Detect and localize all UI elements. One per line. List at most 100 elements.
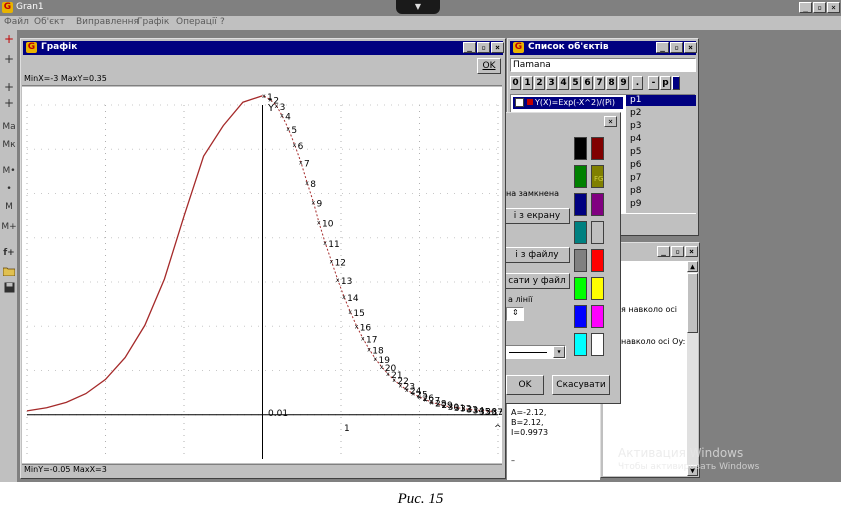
num-button-extra[interactable]: [672, 76, 680, 90]
graph-maximize-button[interactable]: ▫: [477, 42, 490, 53]
tool-m-plus[interactable]: M+: [1, 222, 17, 232]
point-item-1[interactable]: p1: [630, 95, 642, 105]
from-screen-button[interactable]: і з екрану: [504, 208, 570, 224]
tool-dots[interactable]: •: [6, 184, 12, 194]
app-minimize-button[interactable]: _: [799, 2, 812, 13]
from-file-button[interactable]: і з файлу: [504, 247, 570, 263]
tool-add-point-red[interactable]: +: [3, 32, 15, 46]
num-button-0[interactable]: 0: [510, 76, 521, 90]
graph-minimize-button[interactable]: _: [463, 42, 476, 53]
point-label: 18: [372, 346, 384, 356]
point-item-2[interactable]: p2: [630, 108, 642, 118]
point-item-8[interactable]: p8: [630, 186, 642, 196]
object-color-icon: [527, 99, 533, 105]
spinner-arrows-icon: ⇕: [512, 308, 519, 317]
num-button-p[interactable]: p: [660, 76, 671, 90]
tool-mk[interactable]: Mк: [2, 140, 16, 150]
menu-edit[interactable]: Виправлення: [76, 17, 139, 27]
color-swatch[interactable]: [574, 165, 587, 188]
color-swatch[interactable]: [574, 221, 587, 244]
tool-add-point[interactable]: +: [3, 52, 15, 66]
point-highlight: [626, 95, 696, 106]
menu-operations[interactable]: Операції: [176, 17, 217, 27]
point-item-7[interactable]: p7: [630, 173, 642, 183]
color-swatch[interactable]: [574, 277, 587, 300]
save-to-file-button[interactable]: сати у файл: [504, 273, 570, 289]
color-swatch[interactable]: [574, 193, 587, 216]
style-ok-button[interactable]: OK: [506, 375, 544, 395]
tool-function-add[interactable]: f+: [3, 248, 15, 258]
tool-m-dot[interactable]: M•: [2, 166, 16, 176]
num-button-7[interactable]: 7: [594, 76, 605, 90]
num-button-minus[interactable]: -: [648, 76, 659, 90]
data-point: x: [286, 126, 290, 133]
point-item-5[interactable]: p5: [630, 147, 642, 157]
result-maximize-button[interactable]: ▫: [671, 246, 684, 257]
app-maximize-button[interactable]: ▫: [813, 2, 826, 13]
top-tab-handle[interactable]: ▼: [396, 0, 440, 14]
folder-icon[interactable]: [0, 266, 18, 279]
object-checkbox[interactable]: [515, 98, 524, 107]
point-item-3[interactable]: p3: [630, 121, 642, 131]
color-swatch[interactable]: [591, 137, 604, 160]
point-label: 9: [317, 199, 323, 209]
app-close-button[interactable]: ×: [827, 2, 840, 13]
color-swatch[interactable]: [591, 333, 604, 356]
num-button-8[interactable]: 8: [606, 76, 617, 90]
data-point: x: [293, 142, 297, 149]
num-button-3[interactable]: 3: [546, 76, 557, 90]
objects-close-button[interactable]: ×: [684, 42, 697, 53]
tool-ma[interactable]: Ma: [2, 122, 16, 132]
num-button-1[interactable]: 1: [522, 76, 533, 90]
result-close-button[interactable]: ×: [685, 246, 698, 257]
num-button-9[interactable]: 9: [618, 76, 629, 90]
objects-minimize-button[interactable]: _: [656, 42, 669, 53]
line-width-spinner[interactable]: ⇕: [506, 307, 524, 321]
object-list-item[interactable]: Y(X)=Exp(-X^2)/(Pi): [513, 97, 623, 109]
color-swatch[interactable]: [591, 193, 604, 216]
num-button-6[interactable]: 6: [582, 76, 593, 90]
objects-maximize-button[interactable]: ▫: [670, 42, 683, 53]
color-swatch[interactable]: [574, 305, 587, 328]
num-button-4[interactable]: 4: [558, 76, 569, 90]
menu-graph[interactable]: Графік: [137, 17, 170, 27]
num-button-2[interactable]: 2: [534, 76, 545, 90]
color-swatch[interactable]: [591, 221, 604, 244]
graph-ok-button[interactable]: OK: [477, 58, 501, 74]
num-button-5[interactable]: 5: [570, 76, 581, 90]
chevron-down-icon[interactable]: ▾: [553, 346, 565, 358]
color-swatch[interactable]: [591, 305, 604, 328]
graph-plot-area[interactable]: x 1x 2x 3x 4x 5x 6x 7x 8x 9x 10x 11x 12x 13x 14x 15x 16x…: [22, 87, 502, 463]
color-swatch[interactable]: [591, 277, 604, 300]
point-item-6[interactable]: p6: [630, 160, 642, 170]
tool-m-minus[interactable]: M: [5, 202, 13, 212]
tool-insert-point[interactable]: +: [3, 80, 15, 94]
scroll-up-icon[interactable]: ▲: [687, 261, 698, 272]
point-item-9[interactable]: p9: [630, 199, 642, 209]
scroll-down-icon[interactable]: ▼: [687, 465, 698, 476]
point-label: 1: [267, 93, 273, 103]
menu-file[interactable]: Файл: [4, 17, 29, 27]
tool-add-cross[interactable]: +: [3, 96, 15, 110]
graph-close-button[interactable]: ×: [491, 42, 504, 53]
color-swatch[interactable]: [574, 137, 587, 160]
object-name-input[interactable]: Пamana: [510, 58, 696, 72]
scroll-thumb[interactable]: [687, 273, 698, 333]
color-swatch[interactable]: [574, 249, 587, 272]
line-style-select[interactable]: ▾: [504, 345, 566, 359]
style-cancel-button[interactable]: Скасувати: [552, 375, 610, 395]
result-minimize-button[interactable]: _: [657, 246, 670, 257]
x-tick-label: 1: [344, 424, 350, 434]
result-scrollbar[interactable]: ▲ ▼: [687, 261, 698, 476]
point-item-4[interactable]: p4: [630, 134, 642, 144]
save-icon[interactable]: [0, 282, 18, 296]
data-point: x: [275, 103, 279, 110]
style-close-button[interactable]: ×: [604, 116, 617, 127]
color-swatch[interactable]: [591, 249, 604, 272]
color-swatch[interactable]: [591, 165, 604, 188]
color-swatch[interactable]: [574, 333, 587, 356]
menu-help[interactable]: ?: [220, 17, 225, 27]
num-button-dot[interactable]: .: [632, 76, 643, 90]
point-label: 21: [391, 371, 402, 381]
menu-object[interactable]: Об'єкт: [34, 17, 65, 27]
